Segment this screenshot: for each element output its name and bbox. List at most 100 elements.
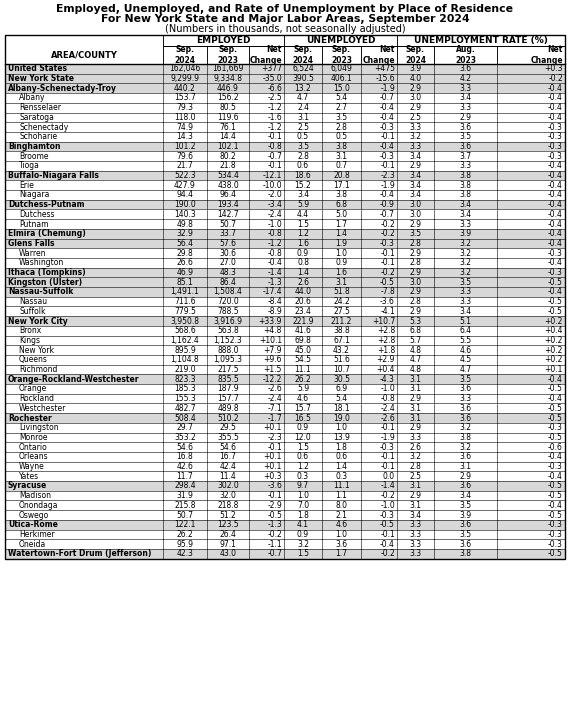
Text: 353.2: 353.2 (174, 433, 196, 442)
Text: -0.8: -0.8 (267, 142, 282, 151)
Bar (5, 229, 565, 238)
Text: -0.4: -0.4 (548, 190, 563, 199)
Text: Rensselaer: Rensselaer (19, 103, 61, 112)
Text: -3.6: -3.6 (380, 297, 395, 306)
Text: Nassau: Nassau (19, 297, 47, 306)
Text: -0.4: -0.4 (548, 258, 563, 267)
Text: 0.3: 0.3 (297, 472, 309, 481)
Text: 9.7: 9.7 (297, 481, 309, 491)
Text: 2.9: 2.9 (409, 491, 421, 500)
Text: 33.7: 33.7 (219, 229, 237, 238)
Text: 0.9: 0.9 (335, 258, 348, 267)
Text: -0.3: -0.3 (380, 151, 395, 160)
Text: 6,524: 6,524 (292, 64, 314, 74)
Text: -0.5: -0.5 (548, 510, 563, 520)
Text: Erie: Erie (19, 181, 34, 189)
Text: Wayne: Wayne (19, 462, 45, 471)
Text: 18.6: 18.6 (295, 171, 311, 180)
Text: Orange-Rockland-Westchester: Orange-Rockland-Westchester (8, 375, 140, 384)
Text: -0.1: -0.1 (380, 530, 395, 539)
Text: 2.9: 2.9 (459, 113, 471, 122)
Text: -0.1: -0.1 (380, 462, 395, 471)
Text: 3.2: 3.2 (459, 268, 471, 277)
Text: 118.0: 118.0 (174, 113, 196, 122)
Text: -0.1: -0.1 (267, 132, 282, 141)
Text: 102.1: 102.1 (217, 142, 239, 151)
Bar (5, 404, 565, 413)
Text: Saratoga: Saratoga (19, 113, 54, 122)
Bar (5, 122, 565, 132)
Text: 3.3: 3.3 (459, 288, 471, 296)
Text: +0.1: +0.1 (263, 462, 282, 471)
Text: -1.9: -1.9 (380, 83, 395, 93)
Text: 15.2: 15.2 (295, 181, 311, 189)
Text: -12.2: -12.2 (263, 375, 282, 384)
Text: 10.7: 10.7 (333, 365, 350, 374)
Text: +0.3: +0.3 (263, 472, 282, 481)
Text: -0.4: -0.4 (548, 375, 563, 384)
Bar (5, 472, 565, 481)
Text: -0.3: -0.3 (548, 249, 563, 257)
Text: 3.7: 3.7 (459, 151, 471, 160)
Bar (5, 103, 565, 112)
Text: +2.9: +2.9 (377, 356, 395, 364)
Text: 4.0: 4.0 (409, 74, 422, 83)
Text: 3.0: 3.0 (409, 210, 422, 219)
Text: -0.2: -0.2 (380, 268, 395, 277)
Text: 16.8: 16.8 (177, 452, 193, 462)
Text: -0.3: -0.3 (548, 423, 563, 432)
Text: -0.7: -0.7 (380, 93, 395, 103)
Text: -3.6: -3.6 (267, 481, 282, 491)
Text: United States: United States (8, 64, 67, 74)
Bar (207, 46, 249, 64)
Text: -4.1: -4.1 (380, 307, 395, 316)
Text: Orleans: Orleans (19, 452, 48, 462)
Text: 1.7: 1.7 (336, 220, 348, 228)
Text: 2.5: 2.5 (297, 122, 309, 132)
Text: -0.3: -0.3 (548, 520, 563, 530)
Text: 12.0: 12.0 (295, 433, 311, 442)
Text: +0.1: +0.1 (263, 423, 282, 432)
Text: 2.9: 2.9 (409, 288, 421, 296)
Text: -0.3: -0.3 (380, 239, 395, 248)
Text: -0.2: -0.2 (267, 530, 282, 539)
Text: 16.7: 16.7 (219, 452, 237, 462)
Text: 85.1: 85.1 (177, 278, 193, 287)
Text: Rockland: Rockland (19, 394, 54, 403)
Text: 835.5: 835.5 (217, 375, 239, 384)
Text: -0.2: -0.2 (548, 74, 563, 83)
Text: -0.4: -0.4 (380, 539, 395, 549)
Text: -0.8: -0.8 (267, 249, 282, 257)
Text: Oswego: Oswego (19, 510, 49, 520)
Text: Net
Change: Net Change (250, 45, 282, 65)
Text: 42.3: 42.3 (177, 549, 193, 559)
Text: Sep.
2023: Sep. 2023 (218, 45, 238, 65)
Bar (5, 530, 565, 539)
Text: 80.2: 80.2 (219, 151, 237, 160)
Text: -1.0: -1.0 (267, 220, 282, 228)
Text: -0.4: -0.4 (548, 103, 563, 112)
Text: -0.4: -0.4 (548, 210, 563, 219)
Text: 390.5: 390.5 (292, 74, 314, 83)
Text: 3.5: 3.5 (335, 113, 348, 122)
Text: -1.2: -1.2 (267, 122, 282, 132)
Text: 7.0: 7.0 (297, 501, 309, 510)
Bar (5, 462, 565, 472)
Text: 0.9: 0.9 (297, 530, 309, 539)
Text: 2.8: 2.8 (410, 462, 421, 471)
Text: 3,916.9: 3,916.9 (214, 317, 242, 325)
Text: Bronx: Bronx (19, 326, 41, 335)
Text: 2.9: 2.9 (409, 268, 421, 277)
Text: 155.3: 155.3 (174, 394, 196, 403)
Text: -0.3: -0.3 (548, 539, 563, 549)
Bar (434, 46, 497, 64)
Text: 5.0: 5.0 (335, 210, 348, 219)
Text: 11.1: 11.1 (333, 481, 350, 491)
Text: 94.4: 94.4 (177, 190, 193, 199)
Text: Madison: Madison (19, 491, 51, 500)
Text: Washington: Washington (19, 258, 64, 267)
Text: -1.2: -1.2 (267, 103, 282, 112)
Text: 122.1: 122.1 (174, 520, 196, 530)
Bar (5, 549, 565, 559)
Text: +4.8: +4.8 (263, 326, 282, 335)
